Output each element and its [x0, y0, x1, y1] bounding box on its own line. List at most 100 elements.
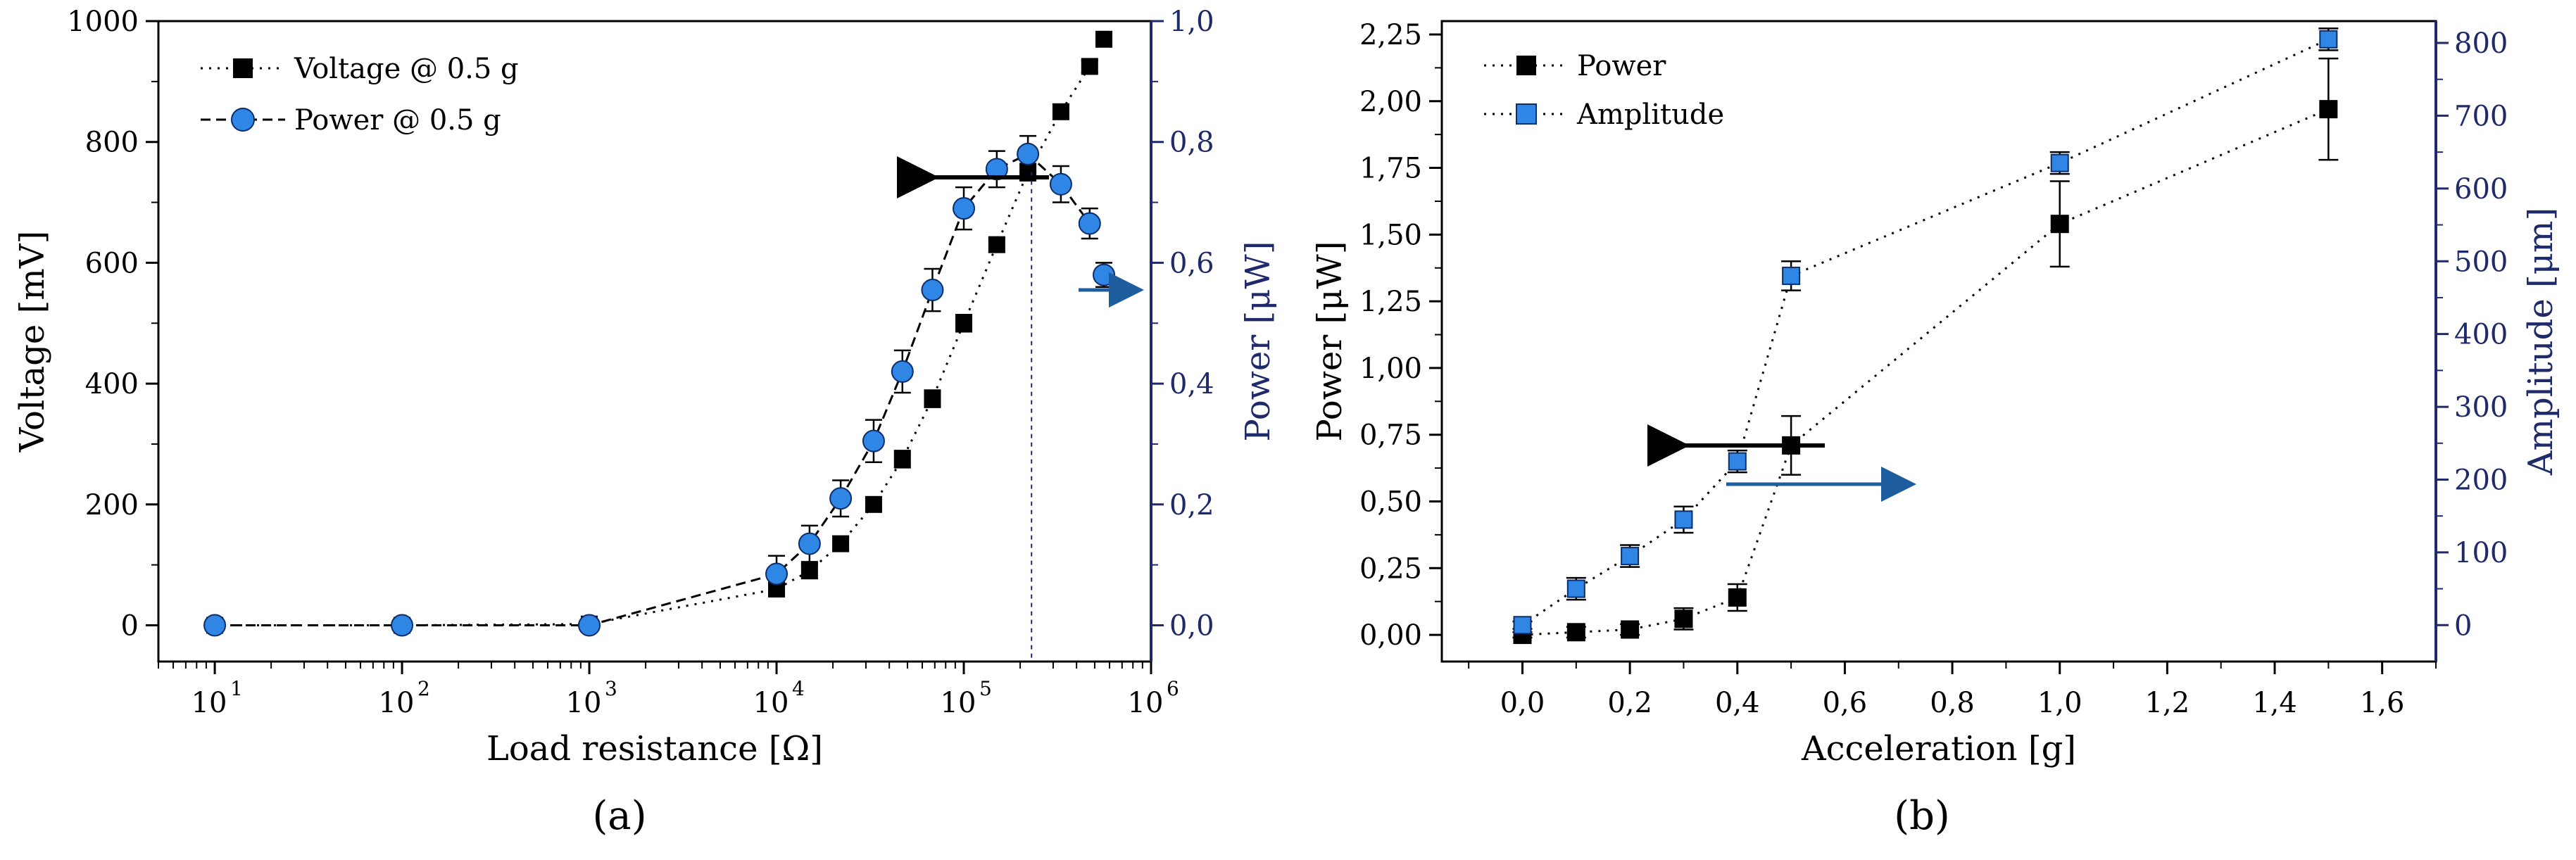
- y-tick-label: 0: [121, 609, 139, 642]
- y-tick-label: 0,75: [1359, 419, 1422, 452]
- y2-tick-label: 0,8: [1169, 127, 1214, 159]
- data-point-power: [765, 562, 788, 586]
- data-point-power: [1621, 620, 1640, 639]
- data-point-amplitude: [1566, 579, 1585, 598]
- legend-marker-voltage: [233, 58, 253, 78]
- panel-label-b: (b): [1894, 793, 1950, 839]
- data-point-power: [921, 279, 944, 302]
- x-axis-label-b: Acceleration [g]: [1801, 729, 2076, 769]
- x-ticks-b: 0,0 0,2 0,4 0,6 0,8 1,0 1,2 1,4 1,6: [1468, 662, 2437, 719]
- data-point-power: [798, 532, 821, 555]
- y-tick-label: 1,75: [1359, 153, 1422, 185]
- data-point-power: [1093, 263, 1116, 286]
- y2-axis-label-a: Power [μW]: [1238, 241, 1278, 442]
- data-point-power: [2050, 215, 2069, 234]
- data-point-power: [1728, 588, 1747, 607]
- y-tick-label: 200: [85, 489, 139, 521]
- y-tick-label: 400: [85, 368, 139, 400]
- y-tick-label: 0,00: [1359, 619, 1422, 652]
- x-tick-exponent: 6: [1167, 677, 1179, 700]
- x-tick-label: 1,6: [2360, 687, 2405, 719]
- data-point-amplitude: [2319, 30, 2338, 49]
- y2-tick-label: 0,2: [1169, 489, 1214, 521]
- x-tick-label: 0,0: [1500, 687, 1545, 719]
- y-tick-label: 1,50: [1359, 219, 1422, 251]
- y-tick-label: 0,50: [1359, 486, 1422, 519]
- legend-b: Power Amplitude: [1484, 50, 1724, 131]
- data-point-power: [578, 614, 601, 637]
- data-point-power: [391, 614, 414, 637]
- x-tick-exponent: 2: [417, 677, 430, 700]
- x-tick-label: 10: [191, 687, 227, 719]
- y2-ticks-b: 0 100 200 300 400 500 600 700 800: [2436, 27, 2508, 642]
- y-tick-label: 0,25: [1359, 552, 1422, 585]
- legend-label-power-b: Power: [1577, 50, 1666, 82]
- data-point-amplitude: [1621, 547, 1640, 566]
- x-ticks-a: 10 1 10 2 10 3 10 4 10 5 10 6: [158, 662, 1179, 719]
- y-tick-label: 1,00: [1359, 353, 1422, 385]
- legend-a: Voltage @ 0.5 g Power @ 0.5 g: [201, 53, 519, 137]
- x-tick-label: 10: [566, 687, 602, 719]
- legend-marker-power-b: [1516, 56, 1536, 75]
- y2-tick-label: 100: [2454, 537, 2508, 569]
- y2-tick-label: 0,0: [1169, 609, 1214, 642]
- data-point-voltage: [1081, 58, 1098, 75]
- data-point-amplitude: [1513, 616, 1532, 635]
- data-point-amplitude: [1728, 452, 1747, 471]
- x-tick-exponent: 4: [792, 677, 805, 700]
- y2-tick-label: 0,4: [1169, 368, 1214, 400]
- data-point-power: [953, 197, 976, 220]
- data-point-voltage: [988, 236, 1005, 253]
- chart-b: 0,0 0,2 0,4 0,6 0,8 1,0 1,2 1,4 1,6 0,00 0,25 0,50…: [1310, 19, 2561, 839]
- data-point-amplitude: [1782, 266, 1801, 285]
- data-point-power: [2319, 100, 2338, 119]
- y2-tick-label: 0: [2454, 609, 2472, 642]
- y-tick-label: 800: [85, 127, 139, 159]
- series-b: [1512, 27, 2339, 645]
- data-point-power: [203, 614, 227, 637]
- x-tick-label: 0,6: [1823, 687, 1868, 719]
- data-point-voltage: [1095, 30, 1113, 48]
- data-point-power: [1078, 212, 1101, 235]
- y-tick-label: 1000: [67, 6, 139, 38]
- y2-tick-label: 200: [2454, 464, 2508, 496]
- data-point-voltage: [893, 450, 911, 468]
- legend-label-amplitude: Amplitude: [1576, 99, 1724, 131]
- x-tick-exponent: 5: [979, 677, 992, 700]
- y2-tick-label: 1,0: [1169, 6, 1214, 38]
- data-point-amplitude: [2050, 153, 2069, 172]
- x-tick-label: 0,4: [1715, 687, 1760, 719]
- data-point-power: [985, 158, 1008, 181]
- data-point-voltage: [865, 495, 882, 513]
- data-point-amplitude: [1674, 510, 1693, 529]
- x-tick-label: 0,2: [1607, 687, 1652, 719]
- y2-ticks-a: 0,0 0,2 0,4 0,6 0,8 1,0: [1151, 6, 1214, 642]
- data-point-power: [1566, 623, 1585, 642]
- data-point-power: [862, 429, 885, 453]
- y-axis-label-a: Voltage [mV]: [13, 231, 52, 453]
- x-tick-label: 0,8: [1930, 687, 1975, 719]
- data-point-power: [1049, 172, 1072, 196]
- legend-label-voltage: Voltage @ 0.5 g: [294, 53, 519, 85]
- x-tick-label: 10: [379, 687, 415, 719]
- series-line: [215, 65, 1091, 626]
- x-tick-exponent: 1: [230, 677, 243, 700]
- y2-tick-label: 800: [2454, 27, 2508, 60]
- series-line: [1522, 108, 2329, 636]
- data-point-voltage: [1052, 103, 1069, 120]
- data-point-power: [1017, 142, 1040, 165]
- data-point-voltage: [955, 315, 973, 332]
- legend-marker-amplitude: [1516, 103, 1537, 125]
- x-axis-label-a: Load resistance [Ω]: [486, 729, 823, 769]
- series-a: [203, 30, 1116, 637]
- panel-label-a: (a): [592, 793, 646, 839]
- y-tick-label: 2,25: [1359, 19, 1422, 51]
- y2-tick-label: 600: [2454, 173, 2508, 205]
- y2-tick-label: 500: [2454, 246, 2508, 278]
- y-axis-label-b: Power [μW]: [1310, 241, 1350, 442]
- y-ticks-b: 0,00 0,25 0,50 0,75 1,00 1,25 1,50 1,75 2,00 2,25: [1359, 19, 1442, 652]
- series-line: [215, 153, 1091, 626]
- y2-tick-label: 0,6: [1169, 247, 1214, 279]
